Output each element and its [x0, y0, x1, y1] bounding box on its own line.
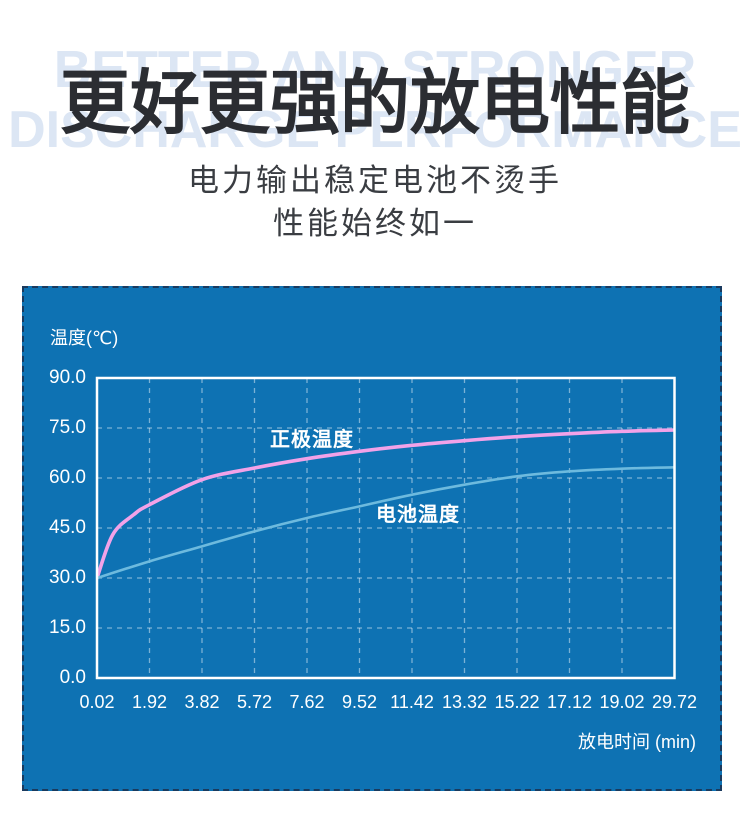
x-tick-label: 9.52 [341, 692, 378, 712]
y-tick-label: 45.0 [49, 517, 86, 538]
y-axis-title: 温度(℃) [50, 328, 119, 348]
subtitle: 电力输出稳定电池不烫手 性能始终如一 [0, 159, 750, 245]
y-tick-label: 75.0 [49, 417, 86, 438]
watermark-line-2: DISCHARGE PERFORMANCE [8, 101, 742, 159]
subtitle-line-1: 电力输出稳定电池不烫手 [188, 163, 562, 198]
x-axis-title: 放电时间 (min) [578, 732, 696, 752]
series-label-battery: 电池温度 [376, 504, 460, 526]
x-tick-label: 11.42 [390, 692, 434, 712]
gridlines [97, 378, 675, 678]
x-tick-label: 19.02 [599, 692, 645, 712]
x-tick-label: 17.12 [546, 692, 593, 712]
page-title: 更好更强的放电性能 [60, 64, 690, 142]
x-tick-label: 15.22 [494, 692, 540, 712]
x-tick-label: 3.82 [184, 692, 220, 712]
x-tick-label: 0.02 [79, 692, 115, 712]
y-tick-label: 0.0 [59, 667, 86, 688]
x-tick-label: 7.62 [289, 692, 325, 712]
subtitle-line-2: 性能始终如一 [273, 206, 477, 241]
y-tick-label: 60.0 [49, 467, 86, 488]
series-label-positive-electrode: 正极温度 [270, 429, 354, 451]
y-tick-label: 90.0 [49, 367, 86, 388]
x-tick-label: 5.72 [236, 692, 273, 712]
chart-svg [95, 376, 676, 680]
plot-border [95, 376, 676, 680]
temperature-chart-panel: 温度(℃) 0.0 15.0 30.0 45.0 60.0 75.0 90.0 0.02 1.… [22, 286, 722, 791]
y-tick-label: 15.0 [49, 617, 86, 638]
x-tick-label: 29.72 [651, 692, 698, 712]
x-tick-label: 1.92 [131, 692, 168, 712]
series-line-1 [97, 466, 675, 580]
y-tick-label: 30.0 [49, 567, 86, 588]
watermark-line-1: BETTER AND STRONGER [53, 41, 697, 99]
series-line-0 [97, 428, 675, 580]
x-tick-label: 13.32 [441, 692, 488, 712]
watermark-text: BETTER AND STRONGER DISCHARGE PERFORMANC… [0, 40, 750, 160]
